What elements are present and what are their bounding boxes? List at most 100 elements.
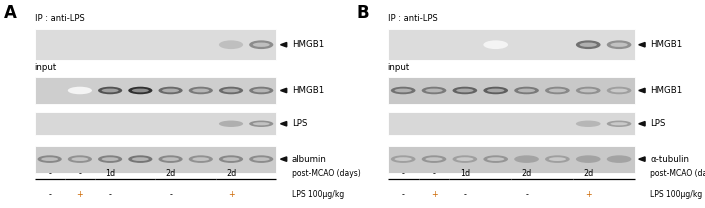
- Ellipse shape: [68, 87, 92, 94]
- Ellipse shape: [162, 89, 179, 92]
- Text: -: -: [109, 190, 111, 199]
- Ellipse shape: [132, 89, 149, 92]
- Ellipse shape: [607, 121, 632, 127]
- Polygon shape: [639, 157, 645, 161]
- Text: IP : anti-LPS: IP : anti-LPS: [35, 14, 85, 22]
- Ellipse shape: [132, 157, 149, 161]
- Ellipse shape: [223, 157, 240, 161]
- Text: 1d: 1d: [460, 169, 470, 178]
- Ellipse shape: [192, 157, 209, 161]
- Polygon shape: [639, 88, 645, 93]
- Ellipse shape: [607, 40, 632, 49]
- Polygon shape: [639, 121, 645, 126]
- Ellipse shape: [611, 122, 627, 125]
- Ellipse shape: [580, 43, 597, 47]
- Bar: [35, 146, 276, 173]
- Ellipse shape: [484, 155, 508, 163]
- Text: -: -: [402, 190, 405, 199]
- Text: HMGB1: HMGB1: [292, 86, 324, 95]
- Ellipse shape: [395, 89, 412, 92]
- Ellipse shape: [159, 155, 183, 163]
- Ellipse shape: [249, 155, 274, 163]
- Text: α-tubulin: α-tubulin: [650, 155, 689, 164]
- Ellipse shape: [456, 89, 474, 92]
- Ellipse shape: [253, 43, 270, 47]
- Text: +: +: [585, 190, 591, 199]
- Ellipse shape: [253, 122, 270, 125]
- Text: LPS: LPS: [292, 119, 307, 128]
- Text: 2d: 2d: [166, 169, 176, 178]
- Ellipse shape: [98, 87, 122, 94]
- Ellipse shape: [422, 87, 446, 94]
- Ellipse shape: [607, 155, 632, 163]
- Ellipse shape: [219, 155, 243, 163]
- Ellipse shape: [548, 157, 566, 161]
- Polygon shape: [281, 121, 287, 126]
- Ellipse shape: [219, 121, 243, 127]
- Bar: [388, 112, 634, 135]
- Text: +: +: [431, 190, 437, 199]
- Text: 2d: 2d: [583, 169, 594, 178]
- Ellipse shape: [391, 155, 415, 163]
- Ellipse shape: [192, 89, 209, 92]
- Ellipse shape: [425, 89, 443, 92]
- Text: 2d: 2d: [522, 169, 532, 178]
- Polygon shape: [639, 42, 645, 47]
- Bar: [388, 146, 634, 173]
- Ellipse shape: [422, 155, 446, 163]
- Text: HMGB1: HMGB1: [292, 40, 324, 49]
- Bar: [388, 29, 634, 60]
- Ellipse shape: [576, 87, 601, 94]
- Ellipse shape: [576, 121, 601, 127]
- Ellipse shape: [548, 89, 566, 92]
- Ellipse shape: [576, 40, 601, 49]
- Ellipse shape: [576, 155, 601, 163]
- Ellipse shape: [545, 155, 570, 163]
- Text: HMGB1: HMGB1: [650, 40, 682, 49]
- Text: -: -: [402, 169, 405, 178]
- Ellipse shape: [253, 157, 270, 161]
- Ellipse shape: [223, 89, 240, 92]
- Ellipse shape: [487, 89, 504, 92]
- Text: LPS 100μg/kg: LPS 100μg/kg: [650, 190, 703, 199]
- Text: -: -: [78, 169, 81, 178]
- Text: -: -: [433, 169, 436, 178]
- Text: LPS 100μg/kg: LPS 100μg/kg: [292, 190, 344, 199]
- Ellipse shape: [162, 157, 179, 161]
- Polygon shape: [281, 88, 287, 93]
- Text: -: -: [525, 190, 528, 199]
- Ellipse shape: [456, 157, 474, 161]
- Text: 2d: 2d: [226, 169, 236, 178]
- Text: HMGB1: HMGB1: [650, 86, 682, 95]
- Ellipse shape: [391, 87, 415, 94]
- Ellipse shape: [253, 89, 270, 92]
- Text: -: -: [463, 190, 466, 199]
- Text: post-MCAO (days): post-MCAO (days): [292, 169, 361, 178]
- Ellipse shape: [189, 155, 213, 163]
- Text: -: -: [48, 169, 51, 178]
- Bar: [35, 112, 276, 135]
- Ellipse shape: [68, 155, 92, 163]
- Ellipse shape: [102, 157, 118, 161]
- Text: LPS: LPS: [650, 119, 666, 128]
- Ellipse shape: [71, 157, 88, 161]
- Ellipse shape: [514, 87, 539, 94]
- Text: +: +: [228, 190, 234, 199]
- Text: 1d: 1d: [105, 169, 115, 178]
- Ellipse shape: [128, 155, 152, 163]
- Ellipse shape: [453, 155, 477, 163]
- Text: -: -: [169, 190, 172, 199]
- Ellipse shape: [425, 157, 443, 161]
- Ellipse shape: [484, 40, 508, 49]
- Text: B: B: [356, 4, 369, 22]
- Text: albumin: albumin: [292, 155, 327, 164]
- Ellipse shape: [249, 87, 274, 94]
- Polygon shape: [281, 42, 287, 47]
- Text: -: -: [48, 190, 51, 199]
- Text: +: +: [77, 190, 83, 199]
- Bar: [388, 77, 634, 104]
- Ellipse shape: [37, 155, 62, 163]
- Ellipse shape: [219, 87, 243, 94]
- Ellipse shape: [514, 155, 539, 163]
- Ellipse shape: [453, 87, 477, 94]
